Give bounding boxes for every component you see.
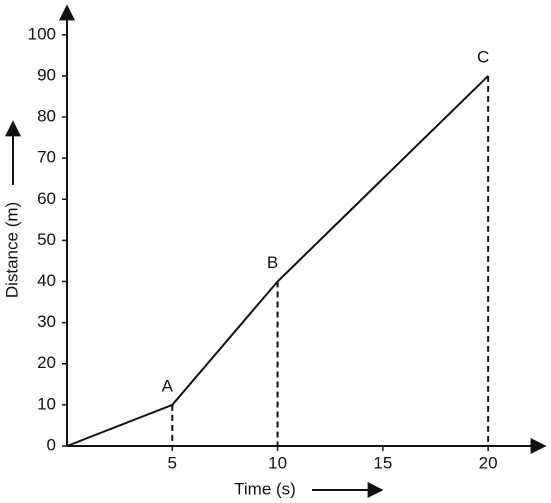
y-tick-label: 80 [37, 107, 56, 126]
x-axis-label: Time (s) [234, 479, 296, 498]
point-label: C [477, 47, 489, 66]
x-tick-label: 20 [479, 453, 498, 472]
y-tick-label: 100 [28, 24, 56, 43]
point-label: A [162, 376, 174, 395]
y-tick-label: 30 [37, 312, 56, 331]
data-line [66, 75, 489, 447]
x-tick-label: 10 [268, 453, 287, 472]
x-tick-label: 15 [373, 453, 392, 472]
y-tick-label: 40 [37, 271, 56, 290]
y-axis-label: Distance (m) [2, 202, 21, 298]
y-tick-label: 50 [37, 230, 56, 249]
point-label: B [267, 253, 278, 272]
y-tick-label: 70 [37, 148, 56, 167]
x-tick-label: 5 [168, 453, 177, 472]
y-tick-label: 60 [37, 189, 56, 208]
y-tick-label: 0 [47, 435, 56, 454]
y-tick-label: 90 [37, 65, 56, 84]
y-tick-label: 20 [37, 353, 56, 372]
y-tick-label: 10 [37, 394, 56, 413]
